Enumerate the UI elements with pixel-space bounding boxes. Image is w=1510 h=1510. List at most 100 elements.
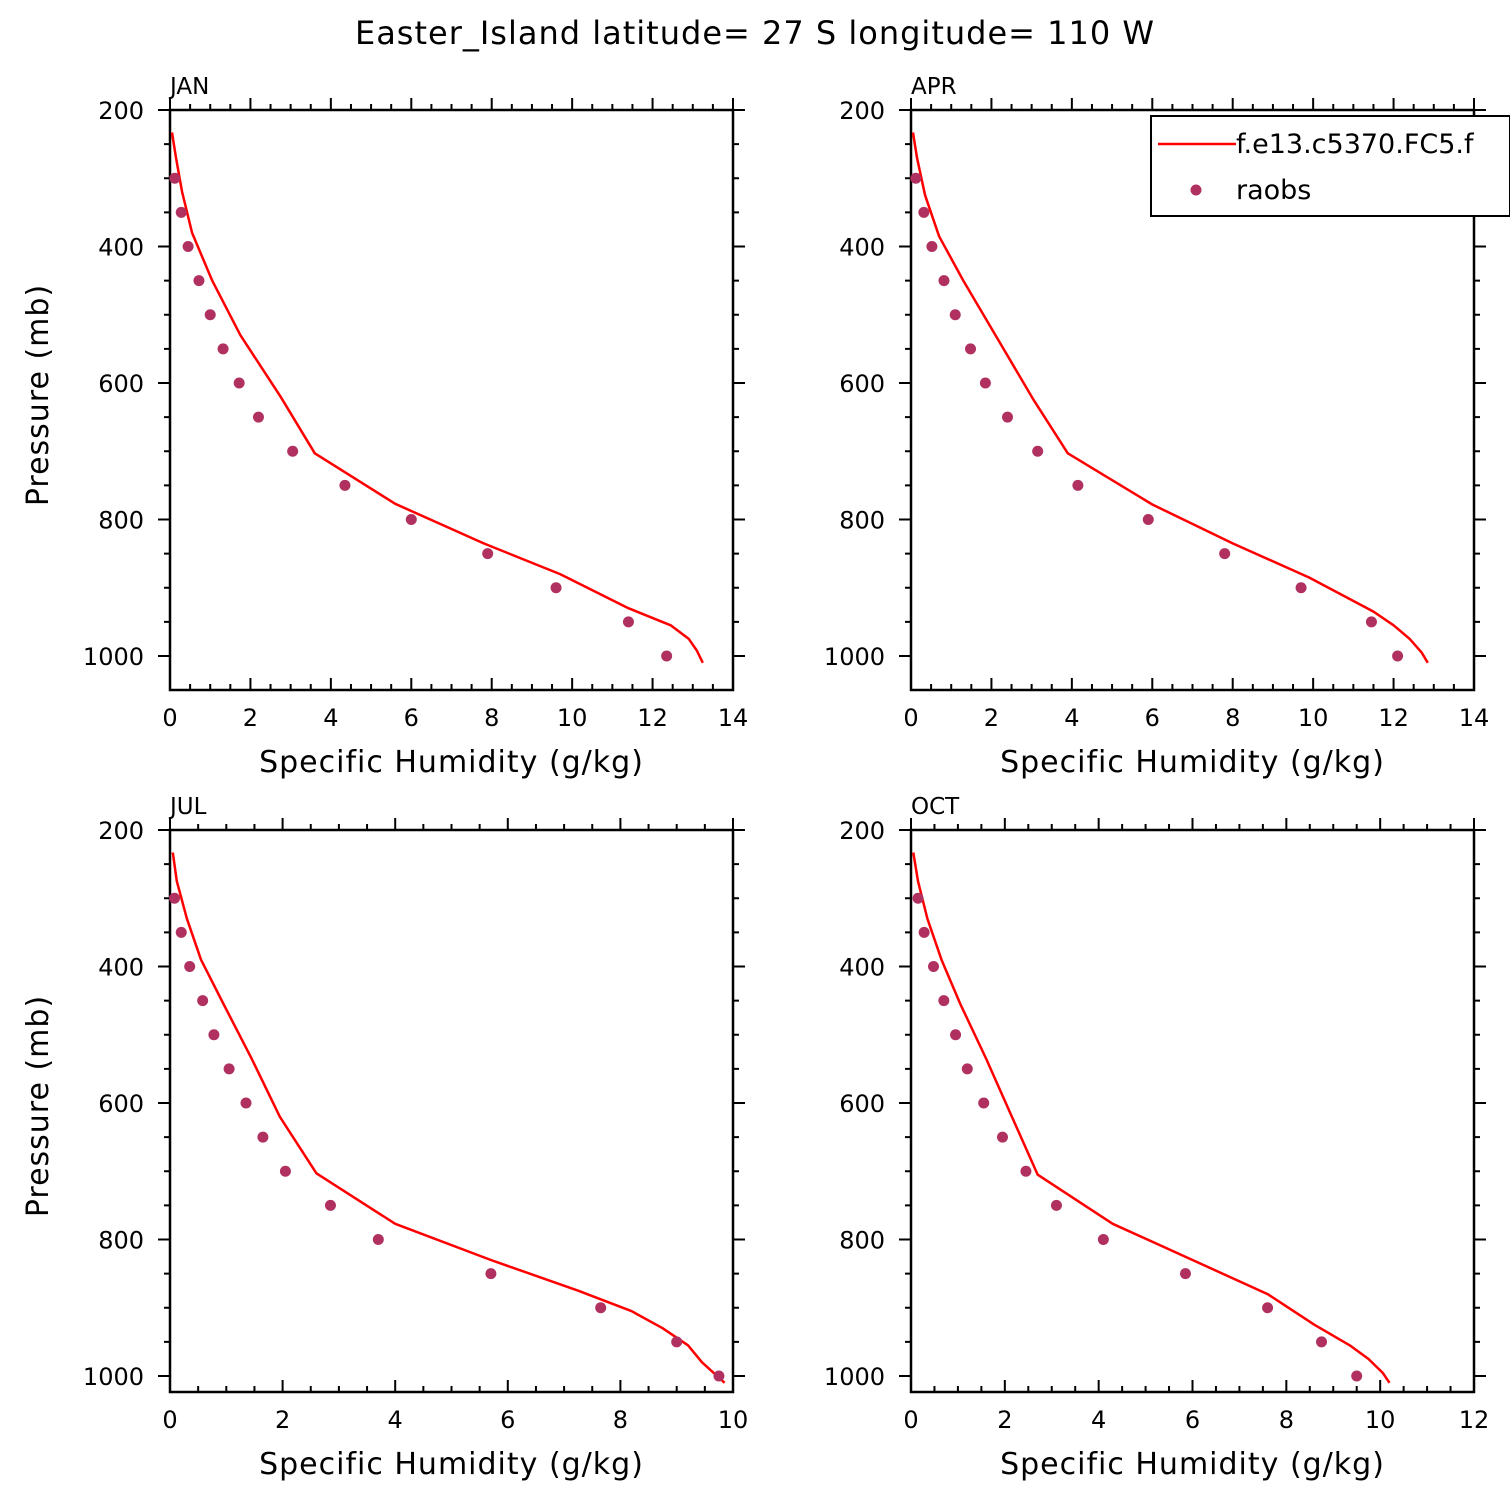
raobs-point-oct [918, 926, 930, 938]
x-tick-label-jan: 2 [243, 704, 258, 732]
raobs-point-jul [713, 1370, 725, 1382]
x-tick-label-apr: 14 [1459, 704, 1490, 732]
x-tick-label-oct: 12 [1459, 1406, 1490, 1434]
raobs-point-jan [233, 377, 245, 389]
raobs-point-jan [339, 479, 351, 491]
x-tick-label-jan: 6 [404, 704, 419, 732]
x-axis-title-jan: Specific Humidity (g/kg) [259, 745, 644, 780]
x-tick-label-jul: 6 [500, 1406, 515, 1434]
x-tick-label-oct: 8 [1279, 1406, 1294, 1434]
model-profile-line-jan [170, 132, 704, 664]
panel-frame-jul [168, 828, 735, 1394]
y-tick-label-jan: 400 [98, 234, 144, 262]
raobs-point-jul [279, 1165, 291, 1177]
panel-oct: OCT 0 2 4 6 8 10 12 200 400 600 800 1000 Specific Hum… [824, 794, 1489, 1482]
legend-box [1150, 115, 1510, 217]
x-tick-label-jan: 10 [557, 704, 588, 732]
panel-jan: JAN 0 2 4 6 8 10 12 14 200 400 600 800 1000 Specific H… [21, 74, 748, 780]
y-tick-label-jan: 200 [98, 97, 144, 125]
raobs-point-oct [950, 1029, 962, 1041]
x-tick-label-jul: 0 [162, 1406, 177, 1434]
raobs-point-apr [1142, 514, 1154, 525]
x-tick-label-apr: 10 [1298, 704, 1329, 732]
y-tick-label-oct: 800 [839, 1227, 885, 1255]
raobs-point-apr [926, 241, 938, 252]
raobs-point-apr [1032, 445, 1044, 457]
x-tick-label-jan: 8 [484, 704, 499, 732]
x-tick-label-oct: 4 [1091, 1406, 1106, 1434]
y-tick-label-jul: 200 [98, 817, 144, 845]
x-axis-title-apr: Specific Humidity (g/kg) [1000, 745, 1385, 780]
x-tick-label-jan: 12 [637, 704, 668, 732]
y-tick-label-jul: 1000 [83, 1363, 144, 1391]
x-tick-label-apr: 2 [984, 704, 999, 732]
y-tick-label-jan: 600 [98, 370, 144, 398]
raobs-point-oct [1262, 1302, 1274, 1314]
y-tick-label-oct: 1000 [824, 1363, 885, 1391]
x-tick-label-oct: 6 [1185, 1406, 1200, 1434]
panel-label-oct: OCT [911, 794, 960, 820]
raobs-point-jul [671, 1336, 683, 1348]
raobs-point-oct [961, 1063, 973, 1075]
raobs-point-jul [175, 926, 187, 938]
raobs-point-jul [197, 995, 209, 1007]
raobs-point-jan [193, 275, 205, 287]
y-tick-label-apr: 200 [839, 97, 885, 125]
legend: f.e13.c5370.FC5.f raobs [1150, 115, 1510, 217]
raobs-point-jan [169, 172, 181, 184]
panel-label-jan: JAN [168, 74, 209, 100]
panel-jul: JUL 0 2 4 6 8 10 200 400 600 800 1000 Specific Humid… [21, 794, 748, 1482]
raobs-point-apr [965, 343, 977, 355]
raobs-point-apr [918, 206, 930, 218]
y-tick-label-apr: 400 [839, 234, 885, 262]
x-tick-label-jul: 8 [613, 1406, 628, 1434]
x-tick-label-apr: 0 [903, 704, 918, 732]
raobs-point-oct [996, 1131, 1008, 1143]
legend-dot-swatch [1190, 184, 1202, 196]
y-tick-label-jul: 600 [98, 1090, 144, 1118]
legend-label-model: f.e13.c5370.FC5.f [1236, 129, 1475, 160]
y-tick-label-oct: 600 [839, 1090, 885, 1118]
y-tick-label-jul: 800 [98, 1227, 144, 1255]
x-tick-label-apr: 8 [1225, 704, 1240, 732]
raobs-point-apr [938, 275, 950, 287]
panel-label-apr: APR [911, 74, 957, 100]
x-axis-title-jul: Specific Humidity (g/kg) [259, 1447, 644, 1482]
raobs-point-apr [910, 172, 922, 184]
x-tick-label-jan: 4 [323, 704, 338, 732]
y-axis-title-jan: Pressure (mb) [21, 284, 56, 506]
raobs-point-apr [979, 377, 991, 389]
raobs-point-oct [938, 995, 950, 1007]
raobs-point-jan [175, 206, 187, 218]
model-profile-line-oct [912, 852, 1391, 1384]
x-tick-label-oct: 0 [903, 1406, 918, 1434]
raobs-point-apr [1072, 479, 1084, 491]
y-tick-label-apr: 1000 [824, 643, 885, 671]
raobs-point-apr [1219, 548, 1231, 560]
raobs-point-jan [661, 650, 673, 662]
y-tick-label-jan: 800 [98, 507, 144, 535]
chart-title: Easter_Island latitude= 27 S longitude= … [355, 14, 1155, 52]
model-profile-line-jul [171, 852, 726, 1384]
x-tick-label-apr: 12 [1378, 704, 1409, 732]
raobs-point-jul [169, 892, 181, 904]
legend-label-raobs: raobs [1236, 175, 1311, 206]
raobs-point-oct [1351, 1370, 1363, 1382]
x-tick-label-apr: 6 [1145, 704, 1160, 732]
raobs-point-oct [1316, 1336, 1328, 1348]
raobs-point-jan [287, 445, 299, 457]
raobs-point-jul [240, 1097, 252, 1109]
panel-frame-jan [168, 108, 735, 692]
y-axis-title-jul: Pressure (mb) [21, 995, 56, 1217]
raobs-point-jan [252, 411, 264, 423]
raobs-point-apr [1392, 650, 1404, 662]
x-tick-label-jan: 14 [718, 704, 749, 732]
raobs-point-oct [1020, 1165, 1032, 1177]
raobs-point-jan [482, 548, 494, 560]
raobs-point-jul [184, 961, 196, 972]
y-tick-label-apr: 800 [839, 507, 885, 535]
panel-label-jul: JUL [168, 794, 207, 820]
raobs-point-jan [182, 241, 194, 252]
x-tick-label-oct: 10 [1365, 1406, 1396, 1434]
